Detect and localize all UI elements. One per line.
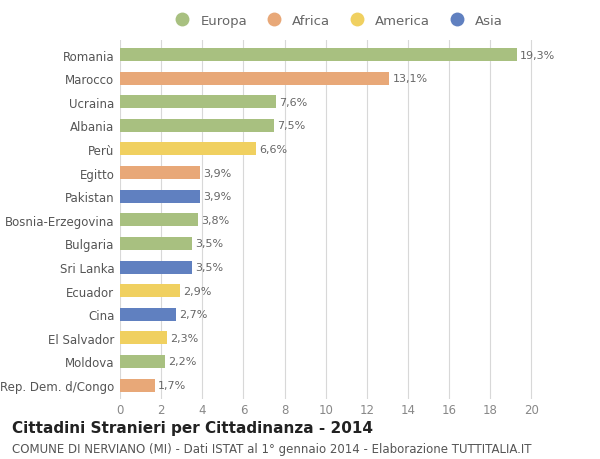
Text: 3,5%: 3,5% xyxy=(195,263,223,273)
Bar xyxy=(120,331,167,345)
Text: COMUNE DI NERVIANO (MI) - Dati ISTAT al 1° gennaio 2014 - Elaborazione TUTTITALI: COMUNE DI NERVIANO (MI) - Dati ISTAT al … xyxy=(12,442,532,454)
Text: 7,5%: 7,5% xyxy=(277,121,305,131)
Text: Cittadini Stranieri per Cittadinanza - 2014: Cittadini Stranieri per Cittadinanza - 2… xyxy=(12,420,373,435)
Text: 13,1%: 13,1% xyxy=(392,74,428,84)
Text: 2,3%: 2,3% xyxy=(170,333,199,343)
Bar xyxy=(120,96,277,109)
Text: 3,8%: 3,8% xyxy=(201,215,230,225)
Text: 3,9%: 3,9% xyxy=(203,168,232,178)
Legend: Europa, Africa, America, Asia: Europa, Africa, America, Asia xyxy=(169,15,503,28)
Bar xyxy=(120,73,389,85)
Text: 2,9%: 2,9% xyxy=(183,286,211,296)
Bar xyxy=(120,308,176,321)
Bar xyxy=(120,355,165,368)
Bar xyxy=(120,120,274,133)
Bar xyxy=(120,49,517,62)
Bar xyxy=(120,379,155,392)
Bar xyxy=(120,167,200,179)
Bar xyxy=(120,190,200,203)
Text: 2,7%: 2,7% xyxy=(179,309,207,319)
Text: 3,9%: 3,9% xyxy=(203,192,232,202)
Text: 3,5%: 3,5% xyxy=(195,239,223,249)
Text: 19,3%: 19,3% xyxy=(520,50,556,61)
Text: 2,2%: 2,2% xyxy=(169,357,197,367)
Text: 6,6%: 6,6% xyxy=(259,145,287,155)
Text: 7,6%: 7,6% xyxy=(280,98,308,107)
Bar xyxy=(120,261,192,274)
Bar xyxy=(120,143,256,156)
Text: 1,7%: 1,7% xyxy=(158,380,187,390)
Bar xyxy=(120,214,198,227)
Bar xyxy=(120,285,179,297)
Bar xyxy=(120,237,192,250)
